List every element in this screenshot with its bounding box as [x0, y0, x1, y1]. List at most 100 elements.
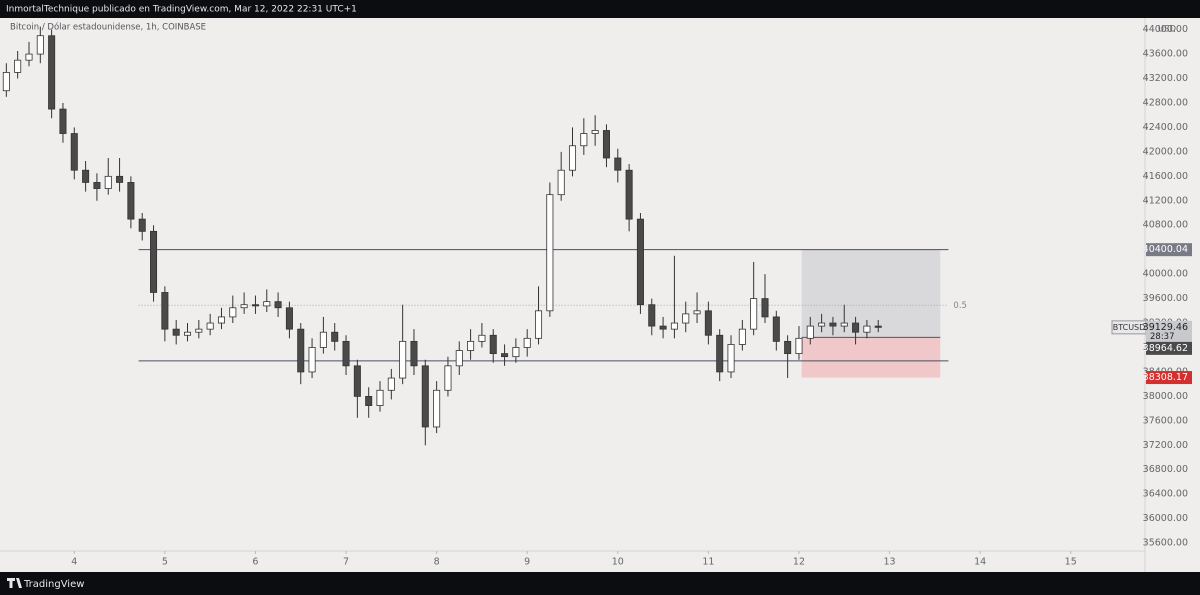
- candle: [738, 319, 746, 351]
- candle: [580, 118, 588, 155]
- candle-body: [433, 389, 441, 428]
- candle: [263, 289, 271, 313]
- candle-body: [376, 389, 384, 406]
- brand-logo: [7, 578, 22, 588]
- y-tick-label: 42400.00: [1143, 122, 1188, 133]
- candle-body: [625, 169, 633, 220]
- candle-body: [217, 316, 225, 324]
- candle: [25, 41, 33, 67]
- candle-body: [806, 325, 814, 339]
- candle-body: [25, 53, 33, 61]
- candle: [591, 115, 599, 146]
- candle: [478, 323, 486, 348]
- candle: [874, 319, 882, 333]
- candle: [421, 359, 429, 446]
- candle: [568, 127, 577, 177]
- candle-body: [206, 322, 214, 330]
- last-price-label: 39129.46: [1143, 322, 1188, 333]
- candle-body: [285, 307, 293, 330]
- candle: [308, 338, 316, 379]
- candle: [116, 157, 124, 192]
- candle-body: [840, 322, 848, 327]
- candle: [772, 310, 780, 351]
- candle: [784, 335, 792, 379]
- stop-price-label-box: [1146, 371, 1192, 385]
- loss-zone: [801, 337, 941, 378]
- candle: [240, 292, 248, 314]
- y-tick-label: 43200.00: [1143, 73, 1188, 84]
- candle: [806, 316, 814, 345]
- candle-body: [36, 35, 44, 55]
- candle-body: [331, 331, 339, 342]
- candle: [727, 335, 735, 379]
- candle: [183, 323, 192, 342]
- candle: [161, 286, 169, 342]
- footer-bar: [0, 572, 1200, 595]
- y-tick-label: 37600.00: [1143, 415, 1188, 426]
- candle-body: [772, 316, 780, 342]
- candle-body: [70, 133, 78, 171]
- candle: [285, 301, 293, 339]
- candle-body: [489, 334, 497, 355]
- candle: [444, 356, 452, 397]
- candle: [704, 301, 712, 345]
- candle: [523, 329, 531, 357]
- candle-body: [546, 194, 554, 312]
- candle: [138, 213, 146, 241]
- candle: [863, 319, 871, 339]
- candle-body: [501, 353, 509, 358]
- candle: [602, 124, 610, 168]
- candle: [795, 326, 803, 360]
- candle: [353, 359, 361, 418]
- candle-body: [591, 130, 599, 134]
- x-tick-label: 11: [702, 557, 714, 568]
- candle: [546, 182, 554, 317]
- candle-body: [161, 292, 169, 330]
- header-bar: [0, 0, 1200, 18]
- candle-body: [138, 218, 146, 232]
- y-tick-label: 37200.00: [1143, 440, 1188, 451]
- candle-body: [478, 334, 486, 342]
- y-tick-label: 35600.00: [1143, 538, 1188, 549]
- candle: [297, 323, 305, 385]
- candle: [636, 213, 644, 314]
- candle: [750, 261, 758, 336]
- candle-body: [874, 325, 882, 328]
- candle-body: [150, 230, 158, 293]
- y-tick-label: 40800.00: [1143, 220, 1188, 231]
- candle: [693, 292, 701, 324]
- candle: [852, 316, 860, 345]
- y-tick-label: 43600.00: [1143, 49, 1188, 60]
- candle: [274, 292, 282, 317]
- candle-body: [319, 331, 327, 348]
- x-tick-label: 10: [612, 557, 624, 568]
- y-tick-label: 36000.00: [1143, 513, 1188, 524]
- candle: [365, 387, 373, 418]
- candle: [217, 307, 225, 330]
- candle-body: [738, 328, 746, 345]
- candle-body: [229, 307, 237, 318]
- x-tick-label: 9: [524, 557, 530, 568]
- candle-body: [523, 337, 531, 348]
- candle-body: [240, 304, 248, 309]
- entry-price-label: 38964.62: [1143, 343, 1188, 354]
- candle-body: [195, 328, 203, 333]
- x-tick-label: 7: [343, 557, 349, 568]
- candle-body: [829, 322, 837, 327]
- candle-body: [2, 72, 10, 92]
- y-tick-label: 42800.00: [1143, 97, 1188, 108]
- candle-body: [353, 365, 361, 397]
- x-tick-label: 5: [162, 557, 168, 568]
- candle-body: [467, 340, 475, 351]
- fib-label: 0.5: [953, 301, 967, 311]
- y-tick-label: 40000.00: [1143, 269, 1188, 280]
- candle-body: [342, 340, 350, 367]
- candle: [818, 313, 826, 333]
- candle: [82, 161, 90, 192]
- candle: [682, 301, 690, 333]
- candle: [648, 298, 656, 336]
- candle-body: [693, 310, 701, 315]
- candle: [251, 295, 259, 314]
- candle-body: [116, 175, 124, 183]
